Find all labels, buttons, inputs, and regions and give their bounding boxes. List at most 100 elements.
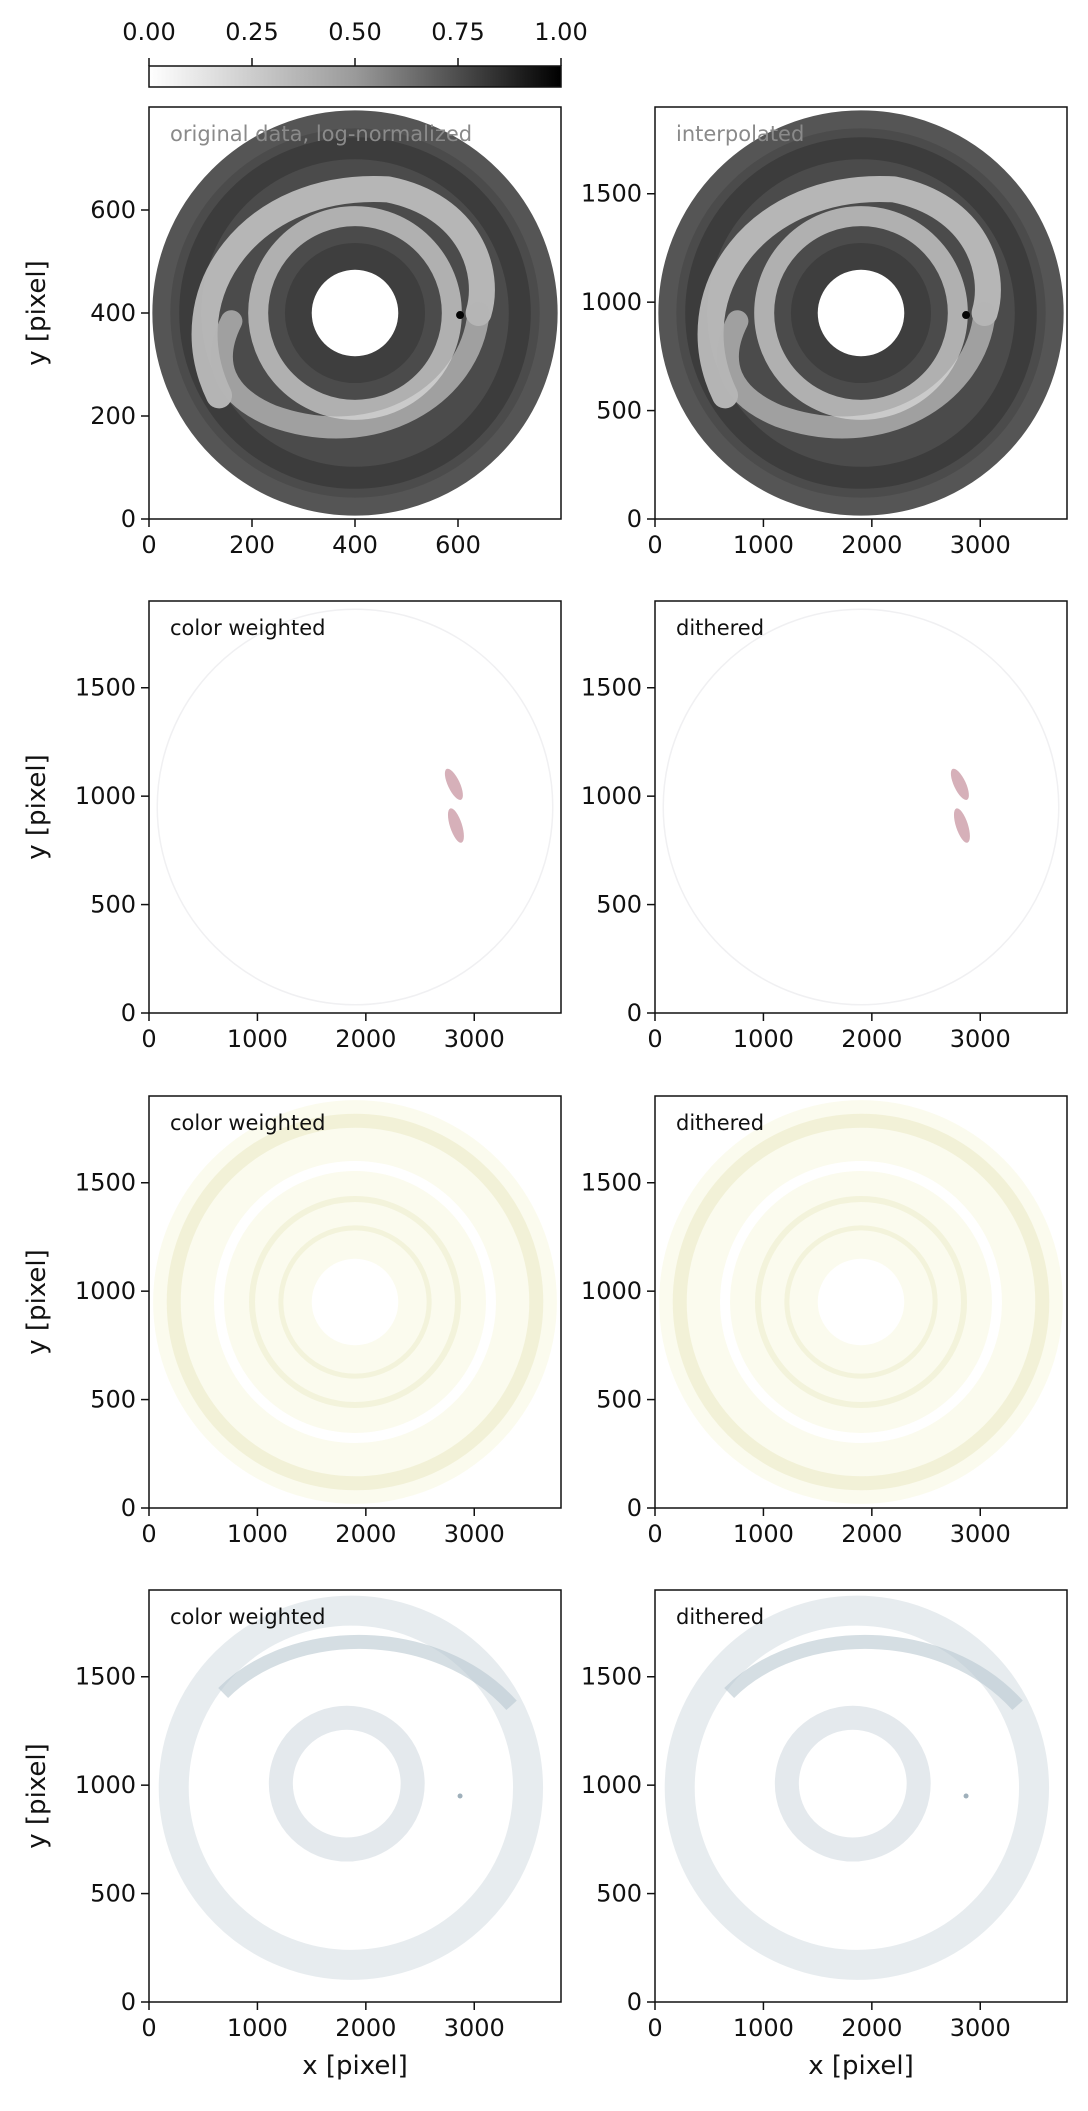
x-tick-label: 0 <box>647 2014 662 2042</box>
x-tick-label: 3000 <box>444 2014 505 2042</box>
x-axis-label: x [pixel] <box>808 2051 913 2081</box>
subplot-panel: dithered 0 1000 2000 3000 0 500 1000 1500 <box>581 600 1068 1053</box>
colorbar-tick-label: 0.75 <box>431 18 484 46</box>
y-tick-label: 200 <box>90 402 136 430</box>
ring-middle <box>249 1196 461 1408</box>
image-content <box>153 1100 557 1504</box>
y-axis-label: y [pixel] <box>22 1743 52 1848</box>
disk-dark-band <box>179 137 531 489</box>
colorbar: 0.00 0.25 0.50 0.75 1.00 <box>122 18 588 88</box>
image-content <box>658 110 1064 516</box>
x-tick-label: 0 <box>647 531 662 559</box>
image-content <box>662 608 1060 1006</box>
x-axis-label: x [pixel] <box>302 2051 407 2081</box>
inner-bright-ring <box>248 206 462 420</box>
panel-annotation: dithered <box>676 1605 764 1629</box>
ring-inner <box>774 1705 931 1862</box>
central-hole <box>311 269 399 357</box>
x-tick-label: 0 <box>141 2014 156 2042</box>
y-tick-label: 1500 <box>75 674 136 702</box>
y-tick-label: 0 <box>121 1988 136 2016</box>
colorbar-tick-label: 0.00 <box>122 18 175 46</box>
y-axis-label: y [pixel] <box>22 260 52 365</box>
colorbar-tick-label: 0.50 <box>328 18 381 46</box>
y-tick-label: 1000 <box>581 1771 642 1799</box>
y-tick-label: 500 <box>596 1386 642 1414</box>
ring-inner <box>278 1225 432 1379</box>
central-hole <box>817 1258 905 1346</box>
y-tick-label: 0 <box>627 1988 642 2016</box>
spiral-arm-lower <box>210 302 490 439</box>
spiral-arm-upper <box>191 176 495 409</box>
tinted-feature-upper <box>950 768 969 800</box>
image-content <box>664 1595 1050 1980</box>
y-tick-label: 1500 <box>581 1663 642 1691</box>
y-tick-label: 1000 <box>581 782 642 810</box>
subplot-panel: color weighted 0 1000 2000 3000 0 500 1000 1500 y… <box>22 1095 562 1548</box>
axes-frame <box>148 1095 562 1509</box>
axes-frame <box>654 1589 1068 2003</box>
x-tick-label: 3000 <box>444 1025 505 1053</box>
subplot-panel: interpolated 0 1000 2000 3000 0 500 1000 1500 <box>581 106 1068 559</box>
y-tick-label: 0 <box>121 505 136 533</box>
x-tick-label: 3000 <box>950 1520 1011 1548</box>
axes-frame <box>654 600 1068 1014</box>
image-content <box>152 110 558 516</box>
spiral-arm-lower <box>716 302 996 439</box>
y-tick-label: 0 <box>627 505 642 533</box>
y-tick-label: 500 <box>90 891 136 919</box>
x-tick-label: 400 <box>332 531 378 559</box>
spiral-arm-upper <box>697 176 1001 409</box>
tinted-feature-lower <box>447 808 464 843</box>
x-tick-label: 2000 <box>841 1025 902 1053</box>
ring-upper-dark-arc <box>724 1634 1023 1711</box>
y-tick-label: 500 <box>596 1880 642 1908</box>
ring-gap <box>214 1161 496 1443</box>
y-tick-label: 1500 <box>75 1169 136 1197</box>
x-tick-label: 1000 <box>227 1520 288 1548</box>
colorbar-tick-label: 1.00 <box>534 18 587 46</box>
central-hole <box>311 1258 399 1346</box>
ring-outer <box>672 1113 1050 1491</box>
axes-frame <box>654 106 1068 520</box>
faint-outer-ring <box>662 608 1060 1006</box>
x-tick-label: 1000 <box>227 2014 288 2042</box>
ring-inner <box>784 1225 938 1379</box>
y-tick-label: 0 <box>627 999 642 1027</box>
subplot-panel: color weighted 0 1000 2000 3000 0 500 1000 1500 y… <box>22 1589 562 2081</box>
axes-frame <box>148 1589 562 2003</box>
x-tick-label: 2000 <box>841 531 902 559</box>
disk-rim <box>658 110 1064 516</box>
ring-gap <box>720 1161 1002 1443</box>
tinted-feature-lower <box>953 808 970 843</box>
y-tick-label: 1500 <box>581 180 642 208</box>
planet-spot <box>963 1793 969 1799</box>
planet-spot <box>456 311 465 320</box>
x-tick-label: 1000 <box>227 1025 288 1053</box>
x-tick-label: 3000 <box>444 1520 505 1548</box>
y-tick-label: 0 <box>121 999 136 1027</box>
disk-rim <box>152 110 558 516</box>
x-tick-label: 1000 <box>733 1520 794 1548</box>
x-tick-label: 0 <box>647 1025 662 1053</box>
ring-inner <box>268 1705 425 1862</box>
panel-annotation: interpolated <box>676 122 804 146</box>
ring-upper-dark-arc <box>218 1634 517 1711</box>
panel-annotation: color weighted <box>170 1111 325 1135</box>
x-tick-label: 0 <box>141 531 156 559</box>
panel-annotation: dithered <box>676 1111 764 1135</box>
ring-middle <box>755 1196 967 1408</box>
y-tick-label: 1500 <box>75 1663 136 1691</box>
axes-frame <box>148 600 562 1014</box>
tinted-feature-upper <box>444 768 463 800</box>
central-hole <box>817 269 905 357</box>
y-axis-label: y [pixel] <box>22 754 52 859</box>
inner-bright-ring <box>754 206 968 420</box>
subplot-panel: original data, log-normalized 0 200 400 600 0… <box>22 106 562 559</box>
y-tick-label: 1500 <box>581 1169 642 1197</box>
y-axis-label: y [pixel] <box>22 1249 52 1354</box>
colorbar-tick-label: 0.25 <box>225 18 278 46</box>
x-tick-label: 0 <box>141 1025 156 1053</box>
y-tick-label: 400 <box>90 299 136 327</box>
